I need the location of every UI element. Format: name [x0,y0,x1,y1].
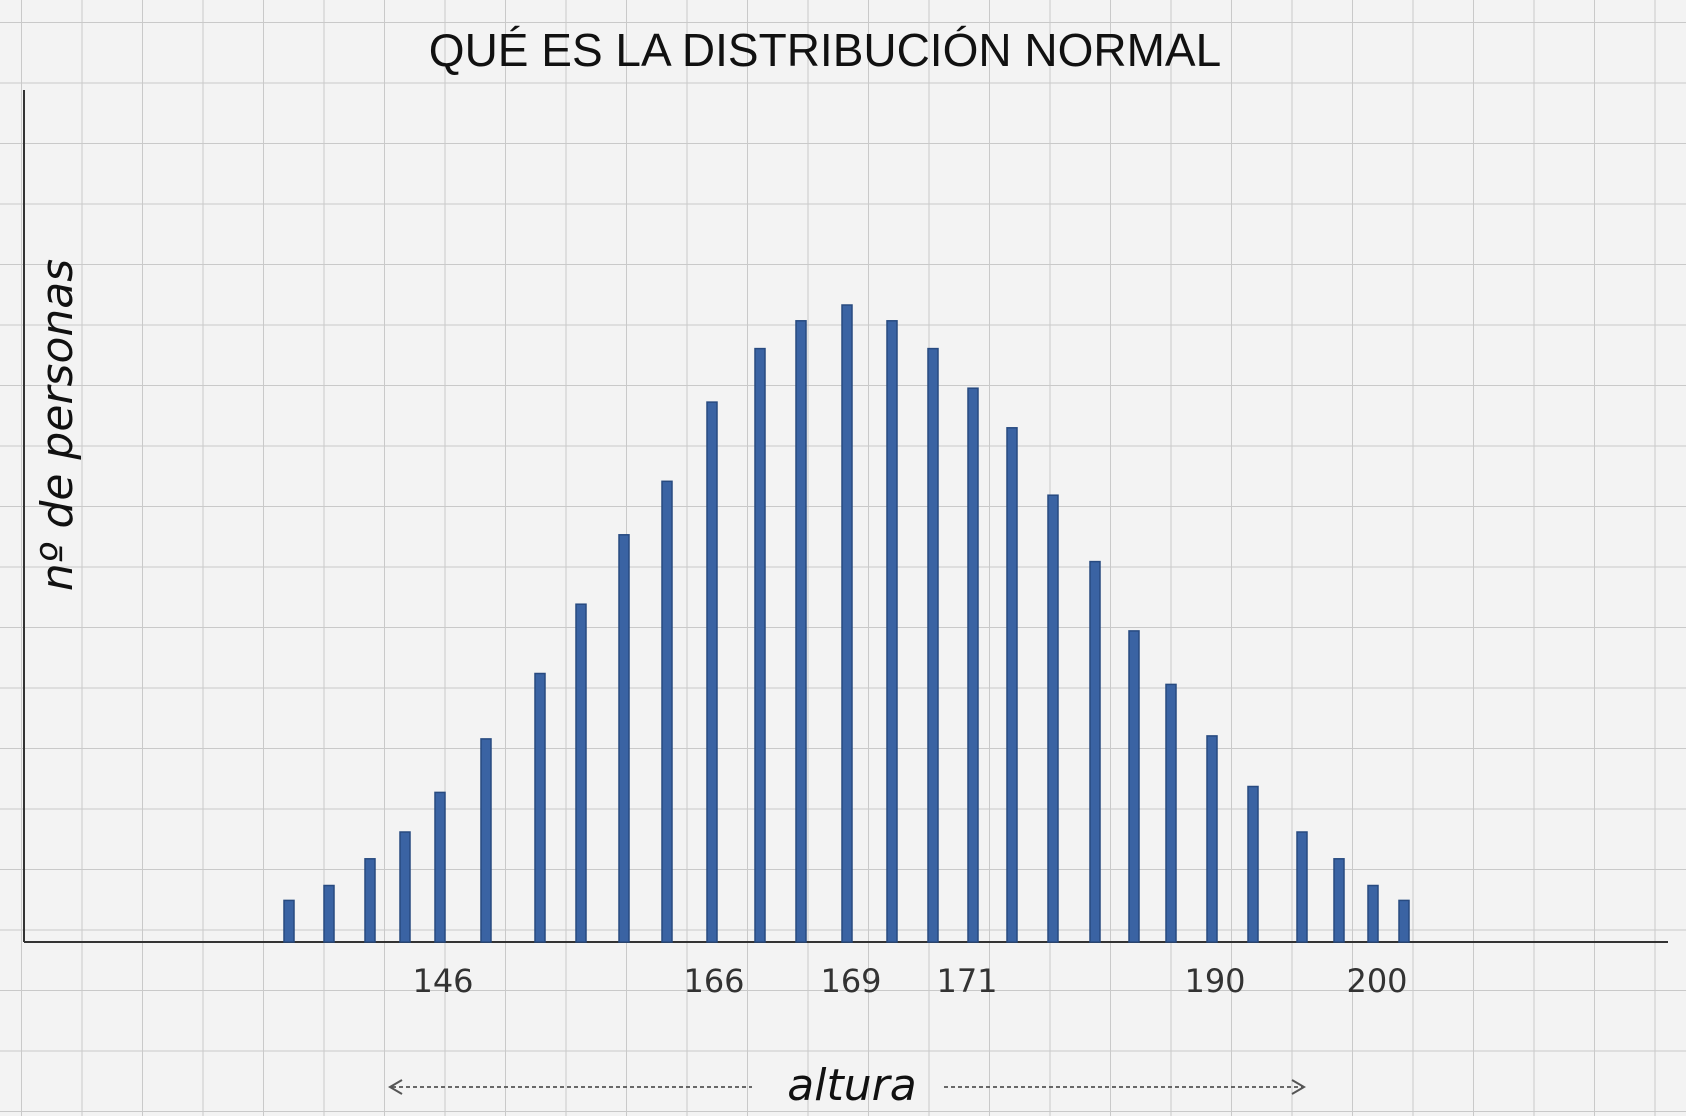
arrow-right-head [1291,1079,1306,1095]
x-tick-label: 146 [412,962,473,1000]
x-tick-labels: 146 166 169 171 190 200 [412,962,1407,1000]
bar [575,603,587,943]
bar [754,347,766,943]
bar [364,858,376,943]
bar [1367,884,1379,943]
bar [967,387,979,943]
x-axis-arrow [388,1079,1306,1095]
bar [841,304,853,943]
bar [480,738,492,943]
bar [534,672,546,943]
bar [1047,494,1059,943]
bar [1206,735,1218,943]
bar [1296,831,1308,943]
bar [399,831,411,943]
bar [927,347,939,943]
bar [1398,899,1410,943]
x-tick-label: 169 [820,962,881,1000]
x-tick-label: 171 [936,962,997,1000]
bar [1006,427,1018,943]
bar [1333,858,1345,943]
bar [1247,785,1259,943]
bar [886,320,898,943]
chart-title: QUÉ ES LA DISTRIBUCIÓN NORMAL [429,24,1221,76]
x-tick-label: 166 [683,962,744,1000]
bar [283,899,295,943]
bar [1128,630,1140,943]
arrow-left-head [388,1079,403,1095]
bar-series [283,304,1410,943]
y-axis-title: nº de personas [32,259,83,591]
x-tick-label: 200 [1346,962,1407,1000]
bar [706,401,718,943]
bar [434,791,446,943]
bar [323,884,335,943]
bar [661,480,673,943]
bar [1089,560,1101,943]
bar [1165,683,1177,943]
bar [795,320,807,943]
x-tick-label: 190 [1184,962,1245,1000]
bar [618,534,630,943]
x-axis-title: altura [787,1060,916,1111]
